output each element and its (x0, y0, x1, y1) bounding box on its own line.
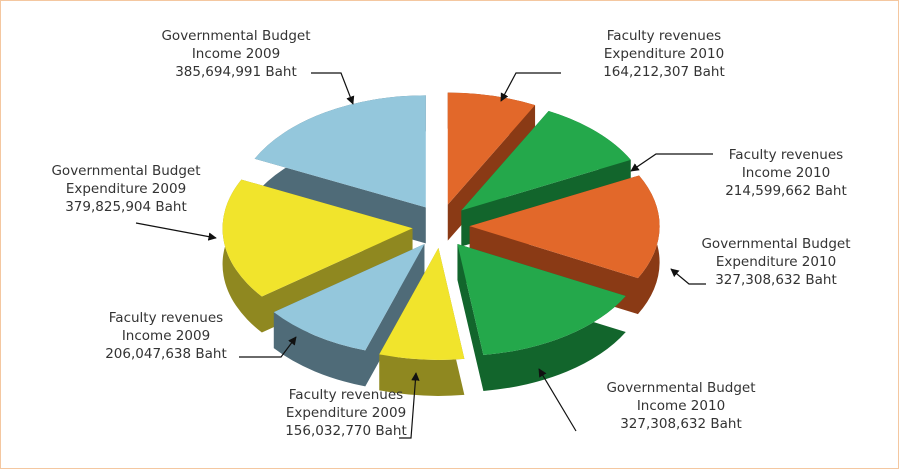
label-arrow (135, 222, 217, 241)
label-arrow (311, 72, 355, 105)
value-label: 327,308,632 Baht (620, 416, 742, 432)
label-arrow (399, 372, 420, 439)
category-label: Faculty revenues Expenditure 2009 (285, 387, 407, 421)
slice (254, 95, 426, 208)
slice (222, 179, 413, 297)
data-label: Faculty revenues Income 2009 206,047,638 … (66, 309, 266, 363)
data-label: Faculty revenues Expenditure 2010 164,212… (564, 27, 764, 81)
value-label: 327,308,632 Baht (715, 272, 837, 288)
label-arrow (670, 268, 706, 285)
value-label: 156,032,770 Baht (285, 423, 407, 439)
value-label: 206,047,638 Baht (105, 346, 227, 362)
slice (379, 247, 465, 360)
label-arrow (239, 336, 297, 358)
category-label: Governmental Budget Expenditure 2010 (701, 236, 851, 270)
category-label: Faculty revenues Expenditure 2010 (603, 28, 725, 62)
category-label: Governmental Budget Expenditure 2009 (51, 163, 201, 197)
value-label: 164,212,307 Baht (603, 64, 725, 80)
label-arrow (538, 368, 577, 432)
data-label: Governmental Budget Income 2010 327,308,6… (581, 379, 781, 433)
category-label: Faculty revenues Income 2010 (728, 147, 844, 181)
data-label: Faculty revenues Expenditure 2009 156,032… (246, 386, 446, 440)
slice (469, 175, 660, 279)
category-label: Governmental Budget Income 2009 (161, 28, 311, 62)
category-label: Faculty revenues Income 2009 (108, 310, 224, 344)
data-label: Governmental Budget Expenditure 2010 327,… (676, 235, 876, 289)
label-arrow (630, 153, 713, 172)
data-label: Governmental Budget Income 2009 385,694,9… (136, 27, 336, 81)
slice (457, 243, 626, 355)
slice (447, 92, 536, 205)
category-label: Governmental Budget Income 2010 (606, 380, 756, 414)
slice (461, 111, 631, 211)
data-label: Faculty revenues Income 2010 214,599,662 … (686, 146, 886, 200)
slice (273, 243, 425, 351)
value-label: 214,599,662 Baht (725, 183, 847, 199)
value-label: 379,825,904 Baht (65, 199, 187, 215)
data-label: Governmental Budget Expenditure 2009 379,… (26, 162, 226, 216)
label-arrow (500, 72, 561, 102)
value-label: 385,694,991 Baht (175, 64, 297, 80)
